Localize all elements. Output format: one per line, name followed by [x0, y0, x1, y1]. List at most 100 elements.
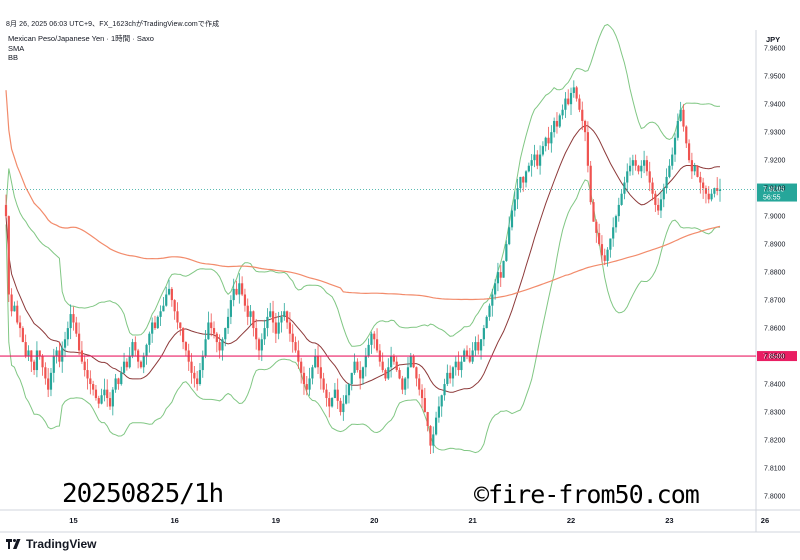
price-tick-label: 7.9400 [764, 102, 786, 109]
candle-body [97, 398, 100, 404]
candle-body [645, 160, 649, 172]
candle-body [167, 288, 171, 295]
candle-body [713, 188, 716, 194]
candle-body [342, 403, 345, 413]
candle-body [682, 109, 685, 127]
candle-body [617, 204, 620, 217]
candle-body [308, 378, 311, 390]
candle-body [361, 367, 365, 379]
price-tick-label: 7.8900 [764, 242, 786, 249]
candle-body [620, 193, 623, 205]
candle-body [86, 370, 89, 379]
candle-body [690, 160, 693, 172]
candle-body [193, 372, 196, 379]
candle-body [392, 356, 396, 362]
candle-body [328, 398, 331, 407]
candle-body [142, 356, 145, 368]
legend-symbol[interactable]: Mexican Peso/Japanese Yen · 1時間 · Saxo [8, 34, 154, 43]
candle-body [479, 339, 483, 351]
candle-body [685, 126, 688, 144]
candle-body [572, 87, 575, 93]
candle-body [449, 372, 452, 379]
price-tick-label: 7.8000 [764, 494, 786, 501]
candle-body [676, 120, 679, 138]
candle-body [659, 199, 663, 211]
candle-body [353, 361, 356, 373]
candle-body [499, 272, 502, 278]
candle-body [367, 344, 370, 357]
candle-body [131, 342, 134, 357]
candle-body [404, 378, 407, 390]
candle-body [311, 367, 314, 379]
candle-body [212, 328, 216, 334]
candle-body [35, 350, 39, 371]
candle-body [77, 333, 81, 351]
candle-body [437, 406, 440, 418]
candle-body [10, 294, 13, 312]
candle-body [300, 361, 303, 373]
candle-body [100, 395, 103, 404]
candle-body [286, 311, 289, 323]
candle-body [235, 288, 238, 295]
candle-body [145, 344, 148, 357]
candle-body [412, 356, 415, 368]
candle-body [457, 361, 460, 371]
tradingview-logo-icon[interactable] [6, 539, 22, 549]
candle-body [72, 314, 75, 323]
candle-body [350, 372, 353, 385]
candle-body [628, 165, 632, 172]
candle-body [426, 412, 429, 427]
candle-body [7, 216, 10, 295]
candle-body [224, 328, 227, 340]
candle-body [280, 316, 283, 323]
candle-body [153, 322, 157, 329]
candle-body [176, 311, 179, 323]
sma-path [5, 90, 721, 301]
candle-body [201, 356, 204, 371]
candle-body [21, 328, 24, 343]
candle-body [429, 426, 432, 446]
candle-body [395, 361, 398, 371]
candle-body [496, 272, 500, 284]
candle-body [575, 87, 578, 99]
candle-body [510, 210, 514, 228]
candle-body [687, 143, 691, 161]
date-tick-label: 22 [567, 516, 575, 525]
candle-body [347, 384, 351, 396]
price-tick-label: 7.9300 [764, 130, 786, 137]
candle-body [266, 316, 269, 329]
candle-body [443, 384, 446, 396]
candle-body [614, 216, 618, 228]
footer-brand[interactable]: TradingView [26, 537, 97, 551]
candle-body [190, 361, 193, 373]
candle-body [263, 328, 266, 340]
candle-body [538, 154, 542, 166]
candle-body [89, 378, 92, 385]
candle-body [229, 300, 232, 317]
date-tick-label: 21 [468, 516, 476, 525]
candle-body [390, 356, 393, 368]
candle-body [252, 311, 255, 329]
last-price-tag [757, 183, 797, 202]
candle-body [319, 367, 322, 379]
candle-body [513, 199, 516, 211]
candle-body [181, 328, 185, 343]
candle-body [544, 137, 547, 147]
candle-body [198, 370, 202, 385]
candle-body [69, 314, 72, 329]
candle-body [702, 182, 705, 189]
sma-line [5, 90, 721, 301]
legend-bb[interactable]: BB [8, 53, 19, 62]
candle-body [243, 294, 247, 306]
candle-body [333, 389, 336, 399]
candle-body [170, 288, 173, 301]
legend-sma[interactable]: SMA [8, 43, 25, 53]
candle-body [553, 120, 556, 133]
candle-body [196, 378, 199, 385]
price-tick-label: 7.9500 [764, 74, 786, 81]
candle-body [370, 333, 373, 345]
candle-body [4, 204, 8, 217]
candle-body [277, 322, 280, 334]
candle-body [519, 176, 522, 189]
